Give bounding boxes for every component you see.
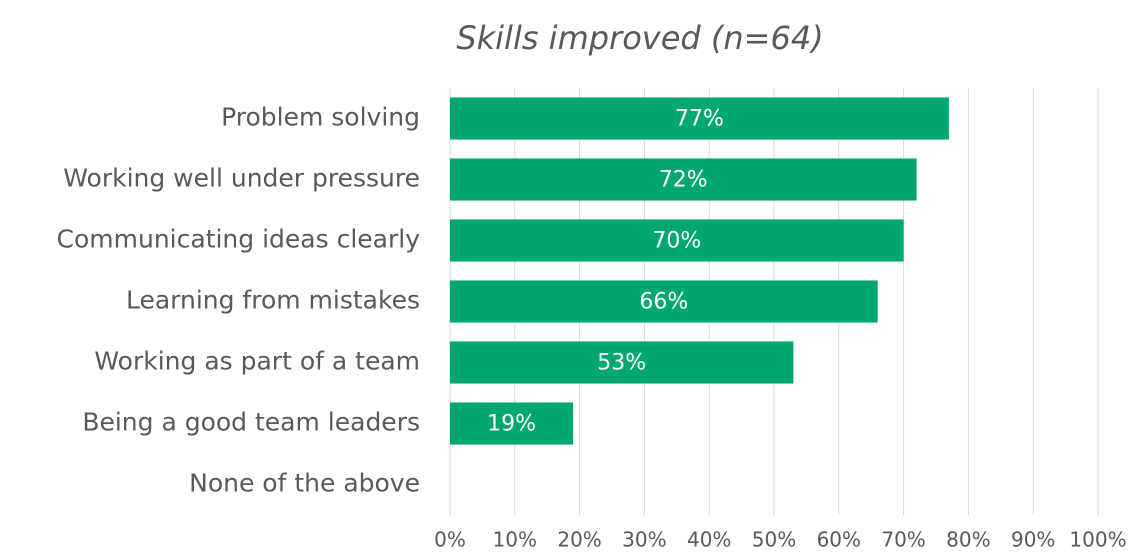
y-tick-label: Communicating ideas clearly <box>57 225 421 254</box>
x-tick-label: 30% <box>622 528 666 552</box>
value-label: 77% <box>675 107 724 132</box>
x-tick-label: 20% <box>557 528 601 552</box>
value-label: 72% <box>659 168 708 193</box>
bar <box>450 97 949 140</box>
chart-title: Skills improved (n=64) <box>456 19 823 57</box>
y-tick-label: Problem solving <box>221 103 420 132</box>
x-tick-label: 90% <box>1011 528 1055 552</box>
x-tick-label: 0% <box>434 528 466 552</box>
value-label: 70% <box>652 229 701 254</box>
bar <box>450 402 574 445</box>
value-label: 66% <box>639 290 688 315</box>
bar <box>450 280 878 323</box>
x-tick-label: 40% <box>687 528 731 552</box>
y-tick-label: Working as part of a team <box>94 347 420 376</box>
x-tick-label: 60% <box>817 528 861 552</box>
y-tick-label: None of the above <box>189 469 420 498</box>
x-tick-label: 50% <box>752 528 796 552</box>
x-tick-label: 100% <box>1069 528 1126 552</box>
x-tick-label: 80% <box>946 528 990 552</box>
y-tick-label: Being a good team leaders <box>82 408 420 437</box>
y-tick-label: Learning from mistakes <box>126 286 420 315</box>
bar <box>450 158 917 201</box>
value-label: 19% <box>487 412 536 437</box>
x-tick-label: 10% <box>493 528 537 552</box>
bar <box>450 341 794 384</box>
value-label: 53% <box>597 351 646 376</box>
x-tick-label: 70% <box>881 528 925 552</box>
bar <box>450 219 904 262</box>
y-tick-label: Working well under pressure <box>63 164 420 193</box>
